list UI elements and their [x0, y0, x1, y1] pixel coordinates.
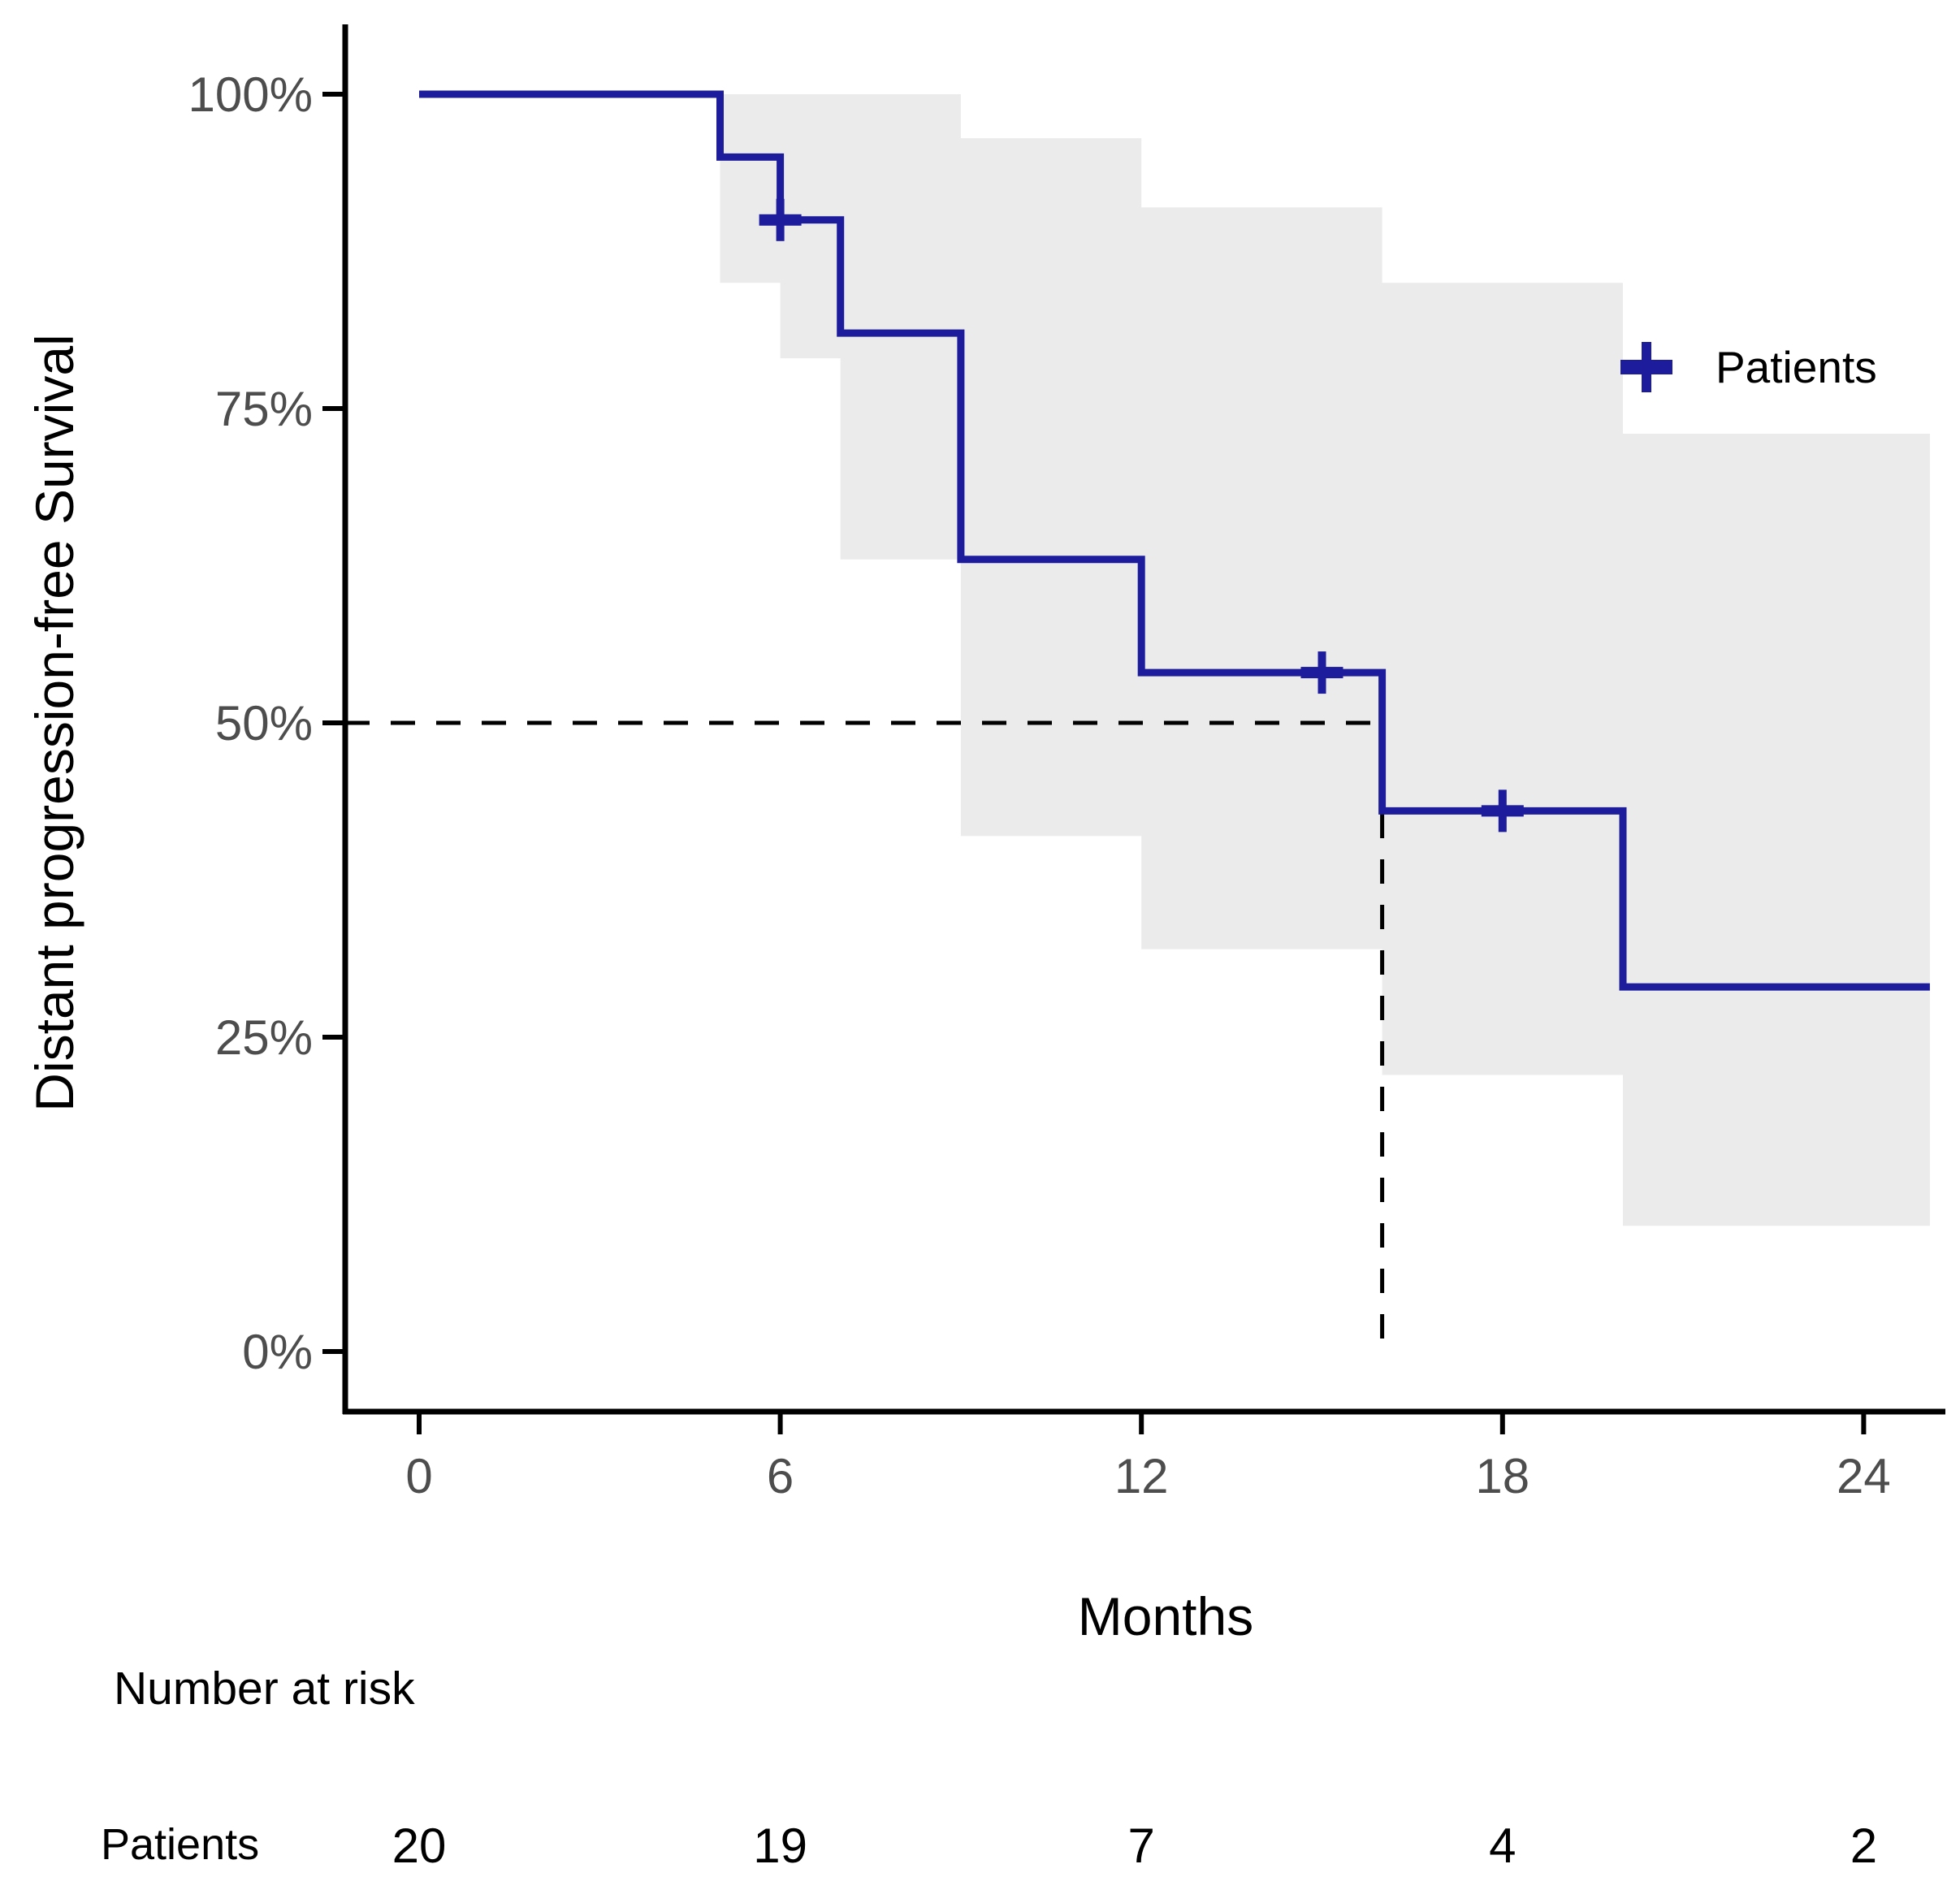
- risk-count: 20: [392, 1819, 447, 1873]
- axes-layer: [342, 24, 1945, 1415]
- censor-plus-icon: [776, 198, 785, 241]
- y-tick-label: 50%: [215, 696, 313, 750]
- risk-numbers-layer: 20 19 7 4 2: [392, 1819, 1877, 1873]
- censor-plus-icon: [1317, 651, 1326, 694]
- y-axis-title: Distant progression-free Survival: [24, 334, 84, 1112]
- y-tick-label: 75%: [215, 382, 313, 436]
- legend-label: Patients: [1716, 342, 1877, 392]
- legend-marker-layer: [1620, 342, 1672, 392]
- x-tick-label: 18: [1475, 1449, 1529, 1503]
- y-tick-label: 25%: [215, 1010, 313, 1065]
- risk-count: 2: [1850, 1819, 1877, 1873]
- median-line-layer: [345, 720, 1385, 1352]
- risk-row-label: Patients: [101, 1820, 260, 1869]
- x-tick-label: 0: [405, 1449, 432, 1503]
- y-tick-label: 0%: [242, 1325, 313, 1379]
- y-tick-label: 100%: [188, 67, 313, 122]
- x-tick-label: 6: [767, 1449, 794, 1503]
- risk-table-title: Number at risk: [114, 1663, 415, 1715]
- x-axis-title: Months: [1077, 1586, 1254, 1646]
- tick-marks-layer: [322, 92, 1867, 1434]
- censor-plus-icon: [1498, 789, 1507, 833]
- tick-labels-layer: 0% 25% 50% 75% 100% 0 6 12 18 24: [188, 67, 1891, 1503]
- x-tick-label: 12: [1114, 1449, 1169, 1503]
- censor-marks-layer: [759, 198, 1524, 833]
- risk-count: 7: [1128, 1819, 1155, 1873]
- risk-count: 4: [1489, 1819, 1516, 1873]
- x-tick-label: 24: [1837, 1449, 1891, 1503]
- legend-plus-icon: [1642, 342, 1651, 392]
- risk-count: 19: [753, 1819, 807, 1873]
